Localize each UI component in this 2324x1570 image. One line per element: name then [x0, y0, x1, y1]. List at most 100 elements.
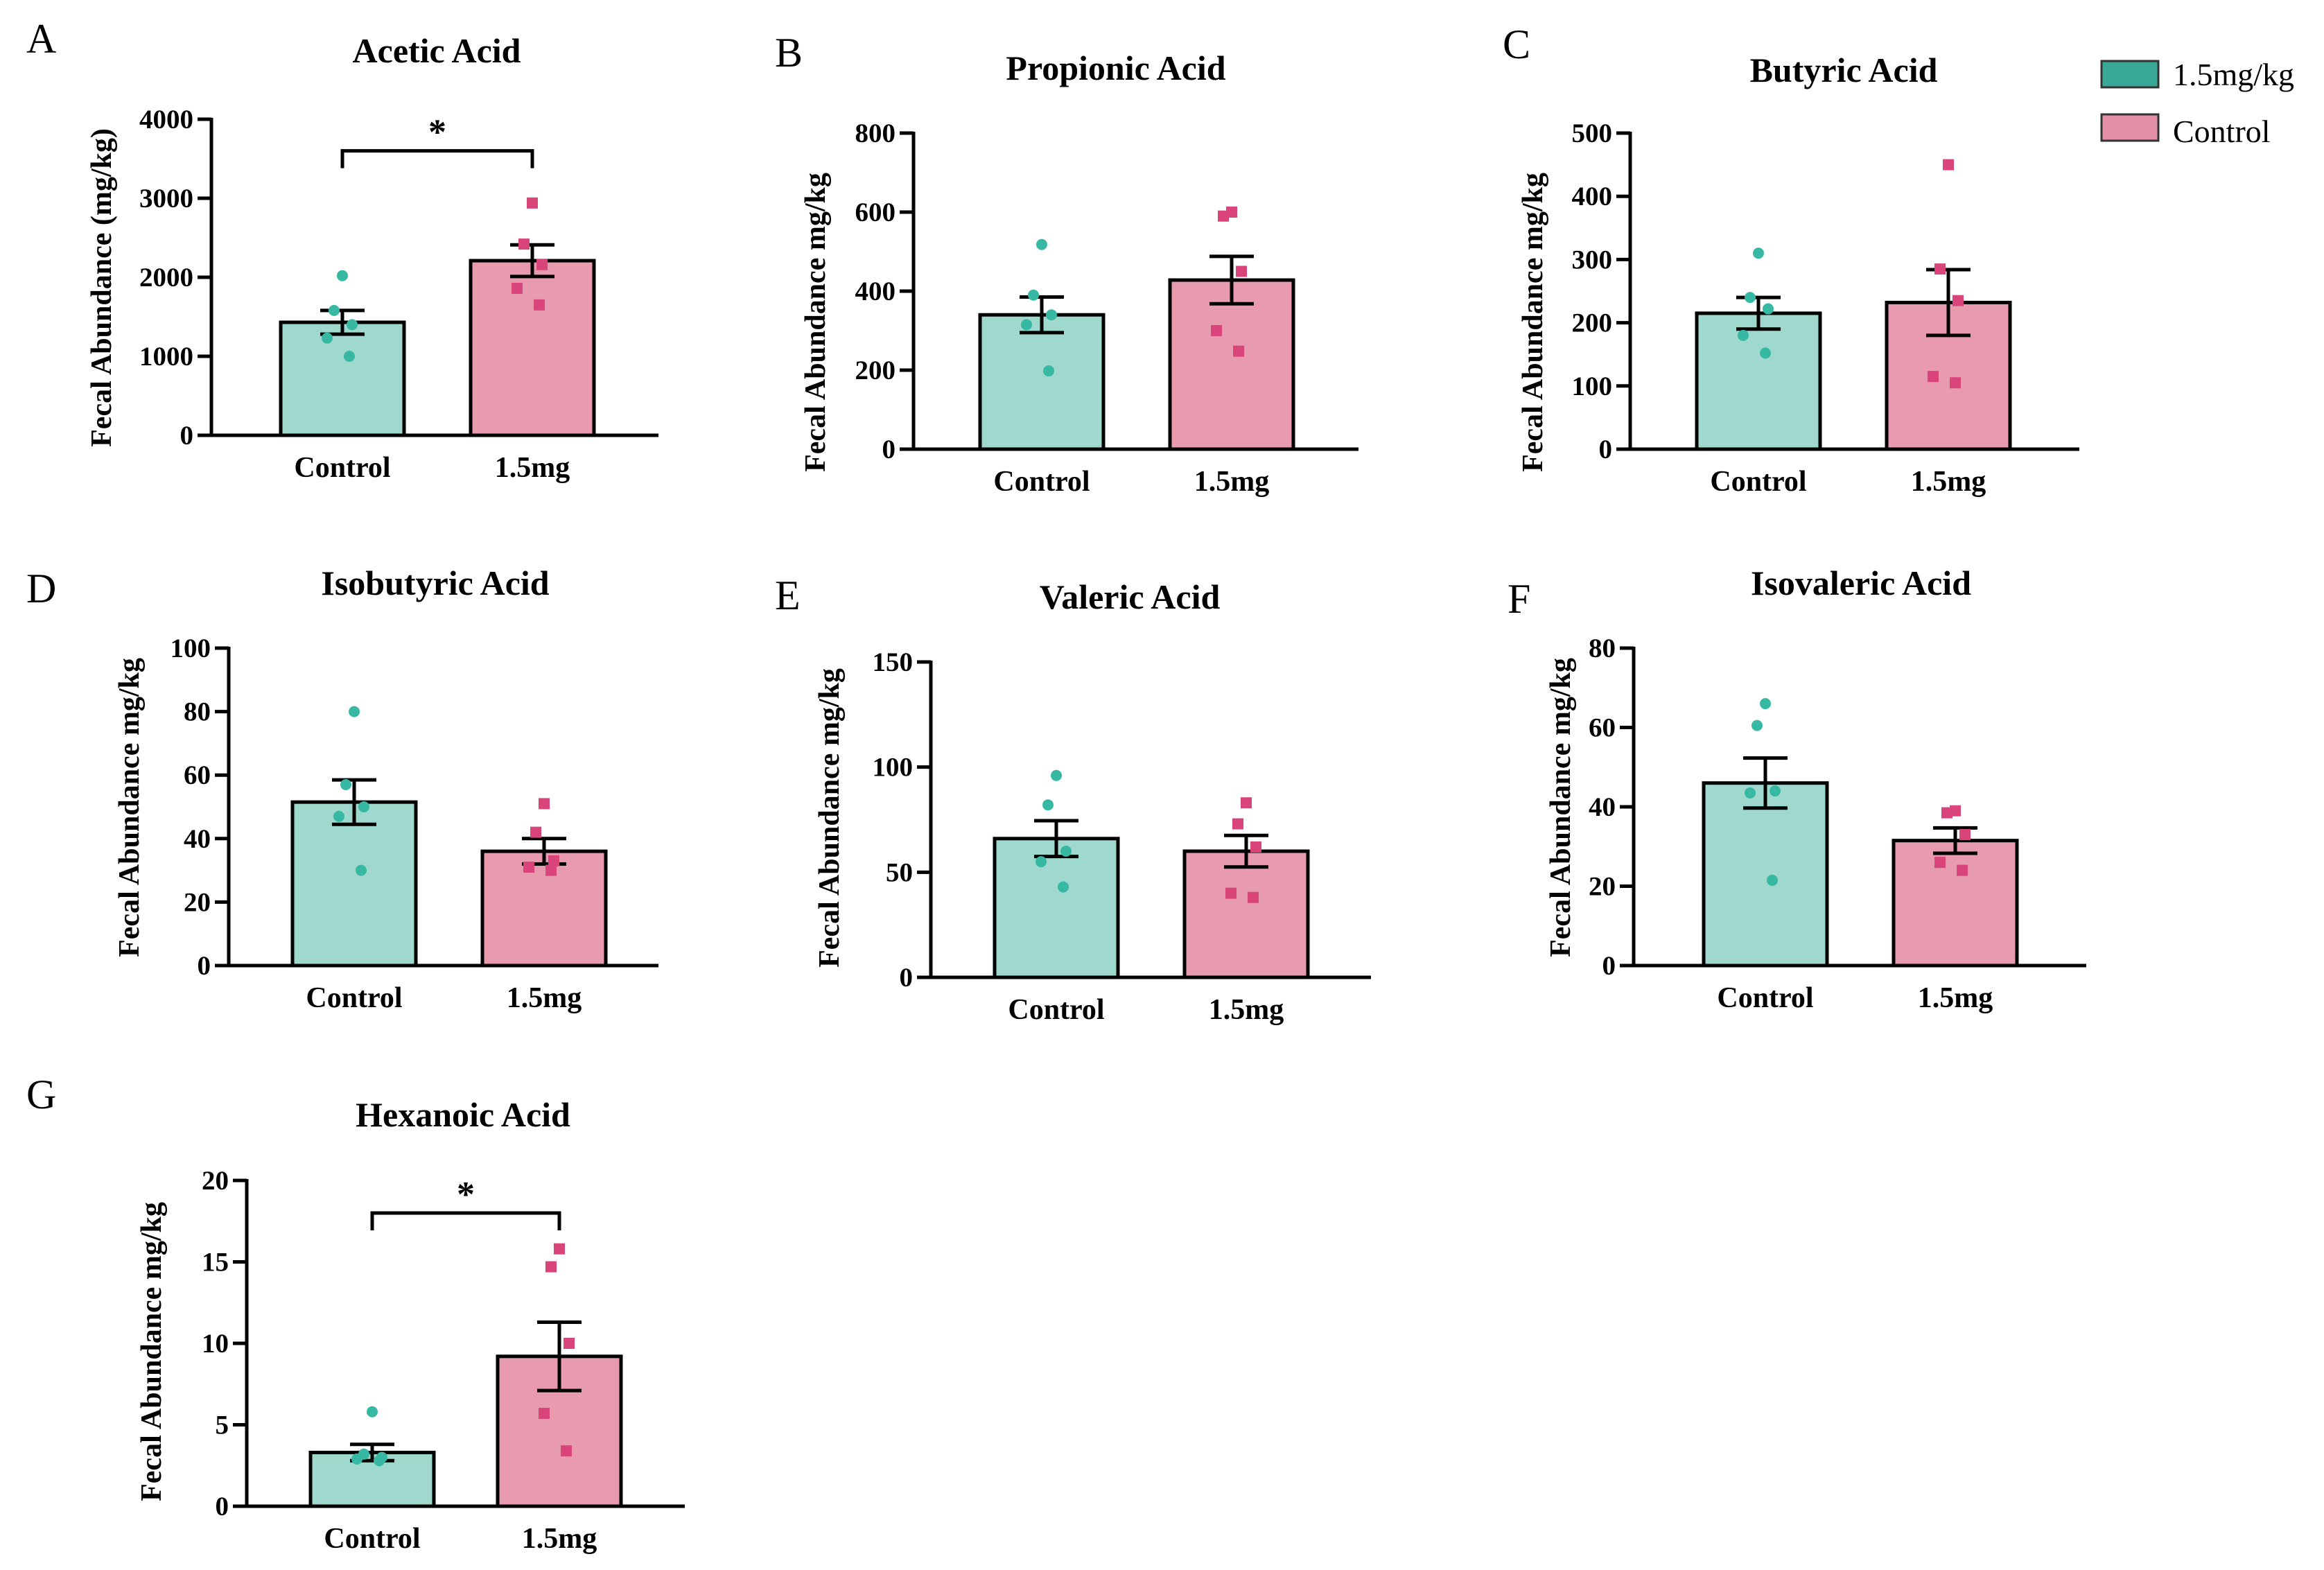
y-tick-label-c-2: 200	[1572, 308, 1613, 338]
data-point-g-1-5mg-0	[554, 1243, 565, 1255]
data-point-e-1-5mg-1	[1232, 818, 1243, 830]
y-tick-label-c-0: 0	[1599, 435, 1613, 464]
data-point-b-1-5mg-2	[1236, 265, 1247, 277]
x-tick-label-b-0: Control	[993, 466, 1090, 498]
x-tick-label-c-1: 1.5mg	[1911, 466, 1986, 498]
y-tick-label-d-5: 100	[171, 634, 211, 663]
data-point-c-control-2	[1763, 303, 1774, 315]
chart-title-a: Acetic Acid	[353, 31, 521, 70]
significance-bracket-g	[370, 1211, 561, 1230]
data-point-c-control-4	[1760, 347, 1771, 359]
y-axis-label-e: Fecal Abundance mg/kg	[814, 668, 846, 968]
data-point-a-control-3	[322, 332, 333, 344]
data-point-f-control-2	[1770, 785, 1781, 797]
y-tick-label-b-0: 0	[882, 435, 896, 464]
bar-d-control	[290, 800, 418, 968]
data-point-a-1-5mg-0	[527, 197, 538, 209]
data-point-g-control-3	[351, 1453, 362, 1465]
y-tick-label-g-2: 10	[202, 1329, 229, 1359]
bar-c-control	[1695, 311, 1822, 451]
data-point-b-control-2	[1046, 309, 1057, 321]
x-tick-label-a-1: 1.5mg	[495, 452, 570, 484]
data-point-f-1-5mg-3	[1934, 857, 1946, 869]
bar-b-control	[978, 313, 1106, 451]
data-point-b-1-5mg-3	[1211, 325, 1222, 336]
data-point-a-control-2	[347, 319, 358, 331]
data-point-d-control-2	[358, 801, 369, 812]
y-tick-label-c-5: 500	[1572, 119, 1613, 148]
bar-f-control	[1702, 781, 1829, 968]
x-tick-label-e-1: 1.5mg	[1209, 994, 1284, 1026]
data-point-f-control-3	[1745, 787, 1756, 799]
y-axis-label-g: Fecal Abundance mg/kg	[136, 1202, 168, 1501]
data-point-d-control-0	[349, 706, 360, 717]
panel-c: C Butyric Acid Fecal Abundance mg/kg 0 100 20…	[1503, 21, 2079, 498]
y-tick-label-e-0: 0	[900, 963, 914, 993]
panel-e: E Valeric Acid Fecal Abundance mg/kg 0 50 100…	[775, 573, 1371, 1026]
y-tick-label-g-1: 5	[216, 1411, 229, 1440]
legend-label-1-5mg: 1.5mg/kg	[2173, 57, 2294, 92]
panel-letter-d: D	[26, 566, 56, 611]
chart-title-f: Isovaleric Acid	[1751, 564, 1971, 602]
data-point-e-control-4	[1058, 881, 1069, 893]
data-point-e-control-1	[1042, 799, 1054, 811]
legend-label-control: Control	[2173, 114, 2271, 149]
y-tick-label-b-3: 600	[855, 198, 896, 227]
bar-e-control	[993, 837, 1120, 979]
data-point-d-1-5mg-3	[523, 862, 534, 873]
bar-b-1-5mg	[1168, 278, 1295, 451]
chart-title-g: Hexanoic Acid	[356, 1095, 570, 1134]
panel-letter-a: A	[26, 16, 56, 62]
y-tick-label-g-0: 0	[216, 1492, 229, 1521]
data-point-b-control-0	[1036, 238, 1047, 250]
y-tick-label-c-3: 300	[1572, 245, 1613, 274]
x-tick-label-e-0: Control	[1008, 994, 1104, 1026]
panel-a: A Acetic Acid Fecal Abundance (mg/kg) 0 1000…	[26, 16, 658, 484]
legend: 1.5mg/kg Control	[2100, 57, 2294, 149]
data-point-g-control-4	[374, 1455, 385, 1467]
data-point-e-1-5mg-3	[1225, 887, 1237, 899]
y-tick-label-f-2: 40	[1589, 792, 1616, 822]
y-tick-label-f-4: 80	[1589, 634, 1616, 663]
data-point-b-1-5mg-4	[1233, 345, 1244, 357]
data-point-g-1-5mg-4	[561, 1445, 572, 1457]
x-tick-label-d-1: 1.5mg	[507, 982, 582, 1014]
panel-letter-f: F	[1508, 576, 1530, 622]
y-tick-label-d-4: 80	[184, 697, 211, 727]
y-tick-label-f-1: 20	[1589, 872, 1616, 902]
data-point-a-1-5mg-1	[518, 238, 530, 250]
data-point-c-1-5mg-4	[1950, 377, 1961, 389]
y-axis-label-b: Fecal Abundance mg/kg	[800, 173, 832, 472]
data-point-g-1-5mg-1	[545, 1261, 557, 1273]
x-tick-label-f-1: 1.5mg	[1918, 982, 1993, 1014]
data-point-f-1-5mg-1	[1941, 807, 1952, 819]
data-point-g-control-0	[367, 1406, 378, 1418]
y-tick-label-f-0: 0	[1602, 951, 1616, 981]
y-tick-label-b-1: 200	[855, 356, 896, 385]
data-point-d-control-4	[356, 864, 367, 876]
y-tick-label-a-4: 4000	[139, 105, 193, 134]
x-tick-label-b-1: 1.5mg	[1194, 466, 1270, 498]
y-tick-label-g-4: 20	[202, 1166, 229, 1196]
data-point-e-control-0	[1051, 769, 1062, 781]
y-tick-label-c-1: 100	[1572, 372, 1613, 401]
data-point-d-1-5mg-2	[548, 855, 559, 866]
data-point-d-1-5mg-0	[539, 798, 550, 810]
panel-g: G Hexanoic Acid Fecal Abundance mg/kg 0 5 10 1…	[26, 1072, 685, 1555]
panel-b: B Propionic Acid Fecal Abundance mg/kg 0 200…	[775, 30, 1358, 498]
bar-a-1-5mg	[469, 259, 596, 437]
x-tick-label-c-0: Control	[1710, 466, 1806, 498]
data-point-c-1-5mg-0	[1943, 159, 1954, 171]
y-tick-label-e-2: 100	[873, 753, 914, 783]
data-point-b-control-4	[1043, 365, 1054, 377]
significance-bracket-a	[340, 149, 534, 168]
data-point-a-control-0	[337, 270, 348, 281]
data-point-e-1-5mg-0	[1241, 797, 1252, 809]
y-tick-label-g-3: 15	[202, 1248, 229, 1277]
panel-d: D Isobutyric Acid Fecal Abundance mg/kg 0 20…	[26, 564, 658, 1014]
data-point-e-1-5mg-2	[1250, 841, 1261, 853]
data-point-f-control-0	[1760, 698, 1771, 710]
data-point-e-control-2	[1060, 846, 1072, 857]
data-point-c-1-5mg-1	[1934, 263, 1946, 275]
panel-letter-b: B	[775, 30, 803, 76]
